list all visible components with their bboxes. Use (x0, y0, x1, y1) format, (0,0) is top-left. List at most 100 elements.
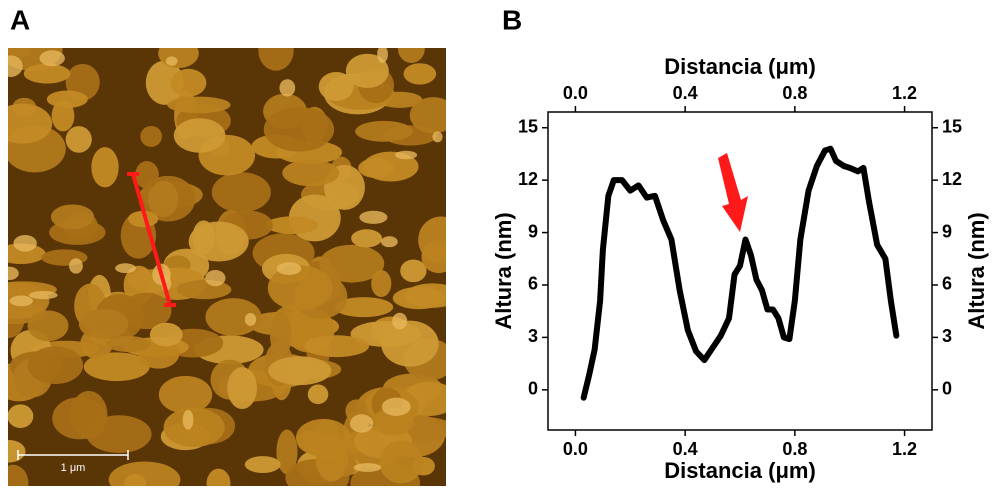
afm-grain (334, 297, 394, 318)
y-tick-label: 9 (528, 221, 538, 241)
afm-highlight (359, 210, 388, 224)
afm-grain (304, 335, 370, 358)
afm-grain (371, 270, 392, 298)
panel-label: A (10, 4, 30, 35)
profile-line (131, 173, 172, 306)
afm-grain (23, 63, 71, 84)
afm-highlight (279, 79, 296, 97)
afm-grain (173, 118, 226, 153)
afm-grain (167, 96, 231, 114)
afm-grain (355, 120, 413, 142)
x-tick-label: 1.2 (892, 439, 917, 459)
afm-grain (206, 468, 231, 486)
afm-highlight (205, 270, 226, 287)
afm-grain (270, 312, 292, 359)
afm-grain (145, 60, 184, 105)
afm-highlight (8, 55, 23, 77)
afm-highlight (29, 290, 58, 300)
afm-grain (70, 391, 108, 439)
afm-highlight (9, 295, 33, 307)
y-tick-label: 12 (518, 169, 538, 189)
afm-grain (140, 125, 162, 147)
x-tick-label: 0.0 (563, 439, 588, 459)
afm-grain (263, 107, 335, 152)
y-tick-label: 15 (518, 116, 538, 136)
y2-tick-label: 0 (942, 379, 952, 399)
afm-highlight (353, 463, 382, 472)
afm-highlight (395, 150, 418, 160)
y-tick-label: 0 (528, 379, 538, 399)
afm-grain (8, 464, 29, 486)
annotation-arrow (718, 153, 748, 232)
afm-highlight (69, 258, 83, 274)
afm-grain (409, 97, 446, 134)
afm-grain (91, 147, 119, 188)
x2-tick-label: 0.8 (782, 83, 807, 103)
afm-grain (381, 320, 439, 367)
afm-grain (318, 72, 354, 101)
afm-grain (50, 204, 95, 230)
afm-grain (205, 298, 262, 336)
afm-grain (282, 159, 340, 187)
afm-highlight (39, 50, 65, 67)
afm-grain (379, 440, 424, 484)
afm-grain (258, 48, 294, 71)
afm-grain (276, 429, 298, 475)
afm-grain (400, 259, 427, 283)
afm-highlight (182, 409, 194, 430)
y-tick-label: 3 (528, 326, 538, 346)
afm-grain (307, 384, 329, 405)
afm-grain (78, 308, 129, 340)
afm-image (8, 48, 446, 486)
afm-grain (392, 286, 446, 310)
y2-tick-label: 12 (942, 169, 962, 189)
afm-grain (158, 48, 199, 69)
afm-grain (27, 310, 69, 342)
afm-grain (351, 229, 383, 248)
afm-highlight (432, 131, 443, 143)
y-axis-label: Altura (nm) (491, 212, 516, 329)
afm-grain (51, 100, 75, 132)
afm-grain (83, 352, 150, 382)
afm-highlight (276, 262, 302, 276)
afm-grain (128, 210, 159, 228)
afm-highlight (392, 312, 408, 330)
afm-grain (358, 158, 394, 179)
afm-grain (135, 161, 159, 189)
y2-tick-label: 9 (942, 221, 952, 241)
afm-grain (163, 407, 225, 448)
afm-grain (268, 356, 332, 386)
panel-label: B (502, 4, 522, 35)
afm-grain (403, 63, 437, 85)
afm-grain (8, 439, 26, 463)
afm-grain (397, 48, 425, 63)
afm-grain (211, 172, 271, 213)
afm-grain (106, 335, 151, 352)
scale-label: 1 μm (61, 462, 86, 474)
afm-grain (315, 434, 349, 482)
y2-tick-label: 3 (942, 326, 952, 346)
afm-grain (124, 474, 147, 486)
afm-grain (27, 346, 84, 385)
afm-grain (345, 53, 389, 89)
x2-tick-label: 0.0 (563, 83, 588, 103)
afm-grain (319, 244, 385, 283)
afm-grain (65, 126, 92, 153)
afm-grain (421, 240, 446, 274)
afm-grain (227, 367, 257, 410)
afm-highlight (244, 312, 257, 326)
afm-grain (8, 103, 53, 144)
y-tick-label: 6 (528, 274, 538, 294)
y2-tick-label: 6 (942, 274, 952, 294)
afm-highlight (8, 266, 19, 281)
afm-highlight (377, 48, 388, 63)
afm-grain (158, 375, 213, 414)
x2-axis-label: Distancia (μm) (664, 54, 816, 79)
afm-grain (188, 221, 249, 262)
afm-highlight (13, 234, 37, 252)
afm-grain (121, 292, 172, 330)
y2-axis-label: Altura (nm) (964, 212, 989, 329)
y2-tick-label: 15 (942, 116, 962, 136)
